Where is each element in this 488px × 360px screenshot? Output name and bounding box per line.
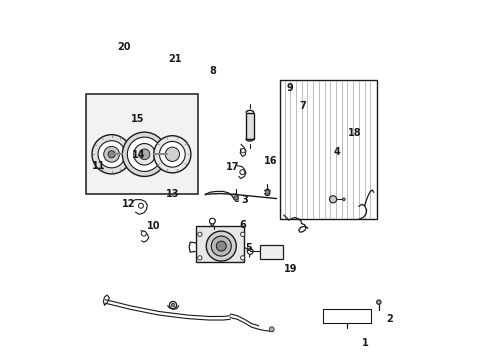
Circle shape <box>153 136 190 173</box>
Circle shape <box>139 149 149 159</box>
Bar <box>196 226 244 262</box>
Text: 13: 13 <box>166 189 180 199</box>
Circle shape <box>103 147 119 162</box>
Text: 4: 4 <box>333 147 339 157</box>
Bar <box>85 94 198 194</box>
Text: 6: 6 <box>239 220 246 230</box>
Circle shape <box>197 232 202 237</box>
Text: 8: 8 <box>209 66 216 76</box>
Text: 1: 1 <box>361 338 368 348</box>
Circle shape <box>329 196 336 203</box>
Text: 17: 17 <box>225 162 239 172</box>
Circle shape <box>240 232 244 237</box>
Circle shape <box>171 303 175 307</box>
Circle shape <box>241 149 244 153</box>
Text: 16: 16 <box>263 156 276 166</box>
Text: 9: 9 <box>286 83 293 93</box>
Circle shape <box>240 170 244 175</box>
Circle shape <box>211 236 231 256</box>
Circle shape <box>268 327 274 332</box>
Bar <box>259 245 282 259</box>
Circle shape <box>247 249 253 254</box>
Circle shape <box>209 218 215 224</box>
Circle shape <box>138 203 143 208</box>
Text: 19: 19 <box>284 264 297 274</box>
Circle shape <box>197 256 202 260</box>
Text: 10: 10 <box>146 221 160 231</box>
Circle shape <box>134 144 155 165</box>
Circle shape <box>159 141 185 167</box>
Circle shape <box>92 135 131 174</box>
Text: 7: 7 <box>299 102 306 111</box>
Circle shape <box>264 190 269 194</box>
Circle shape <box>127 137 162 171</box>
Circle shape <box>141 231 146 236</box>
Bar <box>245 113 253 139</box>
Text: 3: 3 <box>242 195 248 205</box>
Text: 21: 21 <box>168 54 181 64</box>
Text: 11: 11 <box>92 161 105 171</box>
Text: 2: 2 <box>386 314 392 324</box>
Bar <box>280 80 376 219</box>
Text: 5: 5 <box>245 243 252 253</box>
Circle shape <box>122 132 166 176</box>
Text: 15: 15 <box>130 114 144 124</box>
Circle shape <box>233 196 238 200</box>
Circle shape <box>216 241 226 251</box>
Text: 18: 18 <box>347 128 361 138</box>
Circle shape <box>108 151 115 158</box>
Circle shape <box>240 256 244 260</box>
Circle shape <box>165 147 179 161</box>
Circle shape <box>376 300 380 304</box>
Circle shape <box>342 198 345 201</box>
Circle shape <box>206 231 236 261</box>
Circle shape <box>98 141 125 168</box>
Text: 14: 14 <box>132 150 145 160</box>
Circle shape <box>169 301 176 309</box>
Text: 12: 12 <box>122 199 135 209</box>
Text: 20: 20 <box>117 42 130 52</box>
